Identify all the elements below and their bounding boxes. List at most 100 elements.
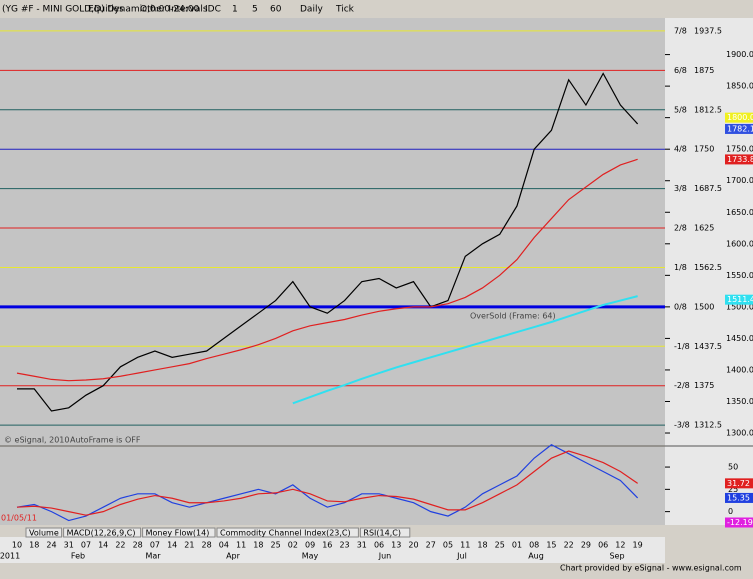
level-value: 1937.5 — [694, 26, 722, 35]
x-tick-label: 28 — [133, 541, 143, 550]
x-tick-label: 22 — [115, 541, 125, 550]
x-tick-label: 24 — [46, 541, 56, 550]
y-tick-label: 1550.0 — [726, 271, 753, 280]
x-tick-label: 04 — [219, 541, 229, 550]
level-name: -1/8 — [674, 342, 690, 351]
month-label: Sep — [609, 552, 624, 561]
x-tick-label: 27 — [426, 541, 436, 550]
x-tick-label: 11 — [236, 541, 246, 550]
tab-label[interactable]: Commodity Channel Index(23,C) — [220, 529, 351, 538]
price-line — [17, 72, 639, 412]
level-name: 3/8 — [674, 184, 687, 193]
x-tick-label: 13 — [391, 541, 401, 550]
annotation: © eSignal, 2010 — [4, 436, 69, 445]
x-tick-label: 31 — [64, 541, 74, 550]
y-tick-label: 1450.0 — [726, 334, 753, 343]
footer: Chart provided by eSignal - www.esignal.… — [560, 564, 742, 573]
level-name: 4/8 — [674, 145, 687, 154]
level-name: 1/8 — [674, 263, 687, 272]
level-value: 1625 — [694, 224, 714, 233]
macd-line — [16, 444, 639, 522]
price-tag — [725, 294, 753, 305]
y-tick-label: 1900.0 — [726, 50, 753, 59]
x-tick-label: 07 — [81, 541, 91, 550]
level-name: 0/8 — [674, 302, 687, 311]
month-label: 2011 — [0, 552, 20, 561]
level-value: 1562.5 — [694, 263, 722, 272]
annotation: OverSold (Frame: 64) — [470, 312, 556, 321]
x-tick-label: 06 — [598, 541, 608, 550]
price-tag-label: 1800.0 — [727, 113, 753, 122]
toolbar-item: Daily — [300, 5, 323, 15]
x-tick-label: 18 — [29, 541, 39, 550]
month-label: Feb — [71, 552, 85, 561]
x-tick-label: 15 — [546, 541, 556, 550]
x-tick-label: 09 — [305, 541, 315, 550]
month-label: May — [302, 552, 319, 561]
tab[interactable] — [216, 527, 359, 538]
toolbar-item: Equities — [88, 5, 124, 15]
price-tag — [725, 112, 753, 123]
x-tick-label: 23 — [339, 541, 349, 550]
macd-line — [16, 450, 638, 516]
toolbar-item: Tick — [335, 5, 355, 15]
macd-tick-label: 25 — [728, 485, 738, 494]
toolbar-item: 1 — [232, 5, 238, 15]
level-value: 1687.5 — [694, 184, 722, 193]
y-tick-label: 1650.0 — [726, 208, 753, 217]
toolbar-item: Other Intervals — [140, 5, 208, 15]
macd-tag-label: 31.72 — [727, 479, 750, 488]
level-value: 1312.5 — [694, 421, 722, 430]
tab[interactable] — [359, 527, 411, 538]
macd-tick-label: 0 — [728, 507, 733, 516]
x-tick-label: 16 — [322, 541, 332, 550]
moving-average — [292, 295, 638, 405]
x-tick-label: 12 — [615, 541, 625, 550]
x-tick-label: 14 — [98, 541, 108, 550]
price-tag-label: 1733.8 — [727, 155, 753, 164]
tab-label[interactable]: RSI(14,C) — [363, 529, 401, 538]
start-date: 01/05/11 — [1, 514, 37, 523]
macd-pane — [0, 447, 665, 525]
x-tick-label: 18 — [253, 541, 263, 550]
macd-tag — [725, 517, 753, 528]
y-tick-label: 1400.0 — [726, 365, 753, 374]
x-tick-label: 02 — [288, 541, 298, 550]
x-tick-label: 22 — [564, 541, 574, 550]
y-tick-label: 1700.0 — [726, 176, 753, 185]
level-value: 1875 — [694, 66, 714, 75]
x-tick-label: 08 — [529, 541, 539, 550]
x-tick-label: 19 — [633, 541, 643, 550]
tab[interactable] — [63, 527, 142, 538]
symbol-title: (YG #F - MINI GOLD,D) Dynamic,0:00-24:00 — [2, 5, 200, 15]
tab-label[interactable]: Money Flow(14) — [146, 529, 210, 538]
month-label: Aug — [528, 552, 544, 561]
price-tag — [725, 123, 753, 134]
level-name: -3/8 — [674, 421, 690, 430]
toolbar-item: IDC — [205, 5, 221, 15]
x-tick-label: 10 — [12, 541, 22, 550]
price-tag — [725, 154, 753, 165]
level-name: -2/8 — [674, 381, 690, 390]
y-tick-label: 1500.0 — [726, 302, 753, 311]
tab[interactable] — [142, 527, 216, 538]
level-name: 2/8 — [674, 224, 687, 233]
month-label: Apr — [226, 552, 241, 561]
x-tick-label: 11 — [460, 541, 470, 550]
level-value: 1812.5 — [694, 105, 722, 114]
x-tick-label: 25 — [271, 541, 281, 550]
moving-average — [16, 158, 638, 382]
x-tick-label: 28 — [202, 541, 212, 550]
tab-label[interactable]: MACD(12,26,9,C) — [67, 529, 136, 538]
price-tag-label: 1782.1 — [727, 124, 753, 133]
macd-tag-label: -12.19 — [727, 518, 753, 527]
tab[interactable] — [25, 527, 63, 538]
y-tick-label: 1350.0 — [726, 397, 753, 406]
toolbar-item: 60 — [270, 5, 282, 15]
tab-label[interactable]: Volume — [29, 529, 59, 538]
macd-tag-label: 15.35 — [727, 493, 750, 502]
x-tick-label: 05 — [443, 541, 453, 550]
price-tag-label: 1511.4 — [727, 295, 753, 304]
